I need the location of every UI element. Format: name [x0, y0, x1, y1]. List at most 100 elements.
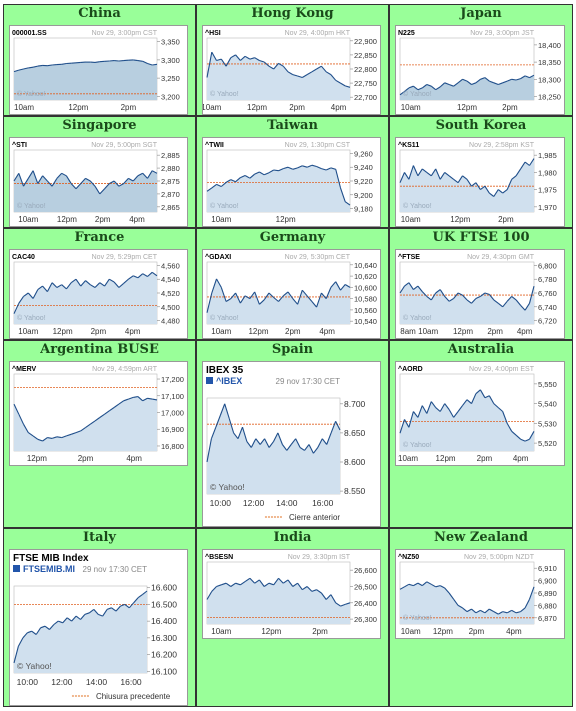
series-segment: [524, 75, 530, 79]
series-segment: [152, 398, 158, 401]
series-segment: [316, 165, 322, 170]
x-tick-label: 2pm: [469, 627, 485, 636]
series-segment: [75, 278, 82, 287]
series-segment: [133, 59, 138, 62]
y-tick-label: 17,000: [161, 409, 184, 418]
series-segment: [84, 612, 90, 615]
series-segment: [230, 292, 237, 299]
watermark-label: © Yahoo!: [403, 90, 432, 98]
series-segment: [421, 84, 428, 89]
series-segment: [321, 168, 327, 171]
x-tick-label: 12:00: [51, 677, 73, 687]
series-segment: [444, 587, 450, 594]
market-cell-france: France CAC40 Nov 29, 5:29pm CET 4,560 4,540 4…: [3, 228, 196, 340]
series-segment: [344, 284, 351, 288]
symbol-label: ^MERV: [12, 365, 37, 373]
y-tick-label: 9,240: [354, 163, 373, 172]
series-segment: [430, 85, 437, 91]
chart-panel[interactable]: ^TWII Nov 29, 1:30pm CST 9,260 9,240 9,220 9,…: [202, 137, 381, 227]
y-tick-label: 10,560: [354, 306, 377, 315]
series-segment: [216, 584, 222, 588]
series-segment: [254, 579, 260, 584]
series-segment: [89, 180, 96, 187]
series-segment: [28, 66, 34, 69]
y-tick-label: 9,220: [354, 177, 373, 186]
x-tick-label: 10am: [211, 327, 231, 336]
chart-panel[interactable]: ^BSESN Nov 29, 3:30pm IST 26,600 26,500 26,4…: [202, 549, 381, 639]
series-segment: [502, 611, 508, 614]
series-segment: [475, 609, 481, 614]
market-cell-new-zealand: New Zealand ^NZ50 Nov 29, 5:00pm NZDT 6,910…: [389, 528, 573, 707]
chart-panel[interactable]: ^FTSE Nov 29, 4:30pm GMT 6,800 6,780 6,760 6,…: [395, 249, 565, 339]
y-tick-label: 18,250: [538, 93, 561, 102]
series-segment: [132, 175, 139, 182]
chart-panel[interactable]: ^KS11 Nov 29, 2:58pm KST 1,985 1,980 1,975 1,…: [395, 137, 565, 227]
series-segment: [502, 189, 508, 194]
series-segment: [22, 632, 28, 639]
chart-panel[interactable]: 000001.SS Nov 29, 3:00pm CST 3,350 3,300 3,2…: [9, 25, 188, 115]
symbol-label: ^FTSE: [398, 253, 420, 261]
series-segment: [94, 417, 101, 422]
y-tick-label: 22,750: [354, 79, 377, 88]
series-segment: [529, 431, 535, 440]
watermark-label: © Yahoo!: [17, 661, 52, 671]
series-segment: [113, 403, 120, 408]
series-segment: [448, 592, 455, 600]
x-tick-label: 4pm: [319, 327, 335, 336]
series-segment: [142, 273, 148, 277]
series-segment: [431, 583, 436, 588]
series-segment: [287, 579, 294, 587]
series-segment: [211, 278, 218, 294]
series-segment: [292, 298, 299, 305]
series-segment: [435, 86, 441, 91]
series-segment: [453, 598, 459, 606]
chart-panel[interactable]: ^MERV Nov 29, 4:59pm ART 17,200 17,100 17,00…: [9, 361, 188, 466]
chart-panel[interactable]: ^STI Nov 29, 5:00pm SGT 2,885 2,880 2,875 2,8…: [9, 137, 188, 227]
chart-panel[interactable]: IBEX 35 ^IBEX 29 nov 17:30 CET Cierre anter…: [202, 361, 381, 527]
market-cell-germany: Germany ^GDAXI Nov 29, 5:30pm CET 10,640 10,…: [196, 228, 389, 340]
x-tick-label: 10am: [211, 627, 231, 636]
series-segment: [493, 82, 499, 86]
series-swatch: [13, 565, 20, 572]
series-segment: [282, 65, 289, 73]
market-name: South Korea: [435, 118, 527, 133]
series-segment: [90, 284, 96, 288]
series-segment: [259, 171, 265, 176]
series-segment: [511, 78, 517, 81]
chart-panel[interactable]: N225 Nov 29, 3:00pm JST 18,400 18,350 18,300…: [395, 25, 565, 115]
series-area: [207, 403, 340, 494]
series-segment: [528, 586, 535, 600]
x-tick-label: 12pm: [68, 103, 88, 112]
y-tick-label: 3,200: [161, 92, 180, 101]
x-tick-label: 16:00: [312, 498, 334, 508]
series-segment: [479, 389, 486, 398]
series-segment: [142, 590, 148, 595]
series-area: [400, 282, 534, 324]
y-tick-label: 4,500: [161, 303, 180, 312]
chart-panel[interactable]: CAC40 Nov 29, 5:29pm CET 4,560 4,540 4,520 4,…: [9, 249, 188, 339]
series-segment: [515, 299, 522, 306]
series-segment: [206, 292, 213, 313]
series-segment: [466, 178, 472, 187]
watermark-label: © Yahoo!: [17, 90, 46, 98]
series-segment: [273, 63, 279, 70]
chart-panel[interactable]: ^HSI Nov 29, 4:00pm HKT 22,900 22,850 22,800…: [201, 25, 381, 115]
x-tick-label: 4pm: [513, 454, 529, 463]
y-tick-label: 18,350: [538, 58, 561, 67]
series-segment: [42, 437, 48, 442]
series-area: [400, 75, 534, 100]
chart-panel[interactable]: FTSE MIB Index FTSEMIB.MI 29 nov 17:30 CET…: [9, 549, 188, 706]
series-segment: [321, 438, 328, 445]
chart-panel[interactable]: ^NZ50 Nov 29, 5:00pm NZDT 6,910 6,900 6,890 6…: [395, 549, 565, 639]
series-segment: [408, 583, 414, 587]
series-segment: [335, 169, 342, 189]
series-segment: [462, 294, 468, 301]
y-tick-label: 6,890: [538, 589, 557, 598]
series-segment: [316, 589, 322, 594]
series-segment: [132, 275, 139, 279]
series-segment: [137, 396, 144, 402]
series-segment: [51, 282, 58, 288]
chart-panel[interactable]: ^GDAXI Nov 29, 5:30pm CET 10,640 10,620 10,6…: [202, 249, 381, 339]
chart-panel[interactable]: ^AORD Nov 29, 4:00pm EST 5,550 5,540 5,530 5,…: [395, 361, 565, 466]
